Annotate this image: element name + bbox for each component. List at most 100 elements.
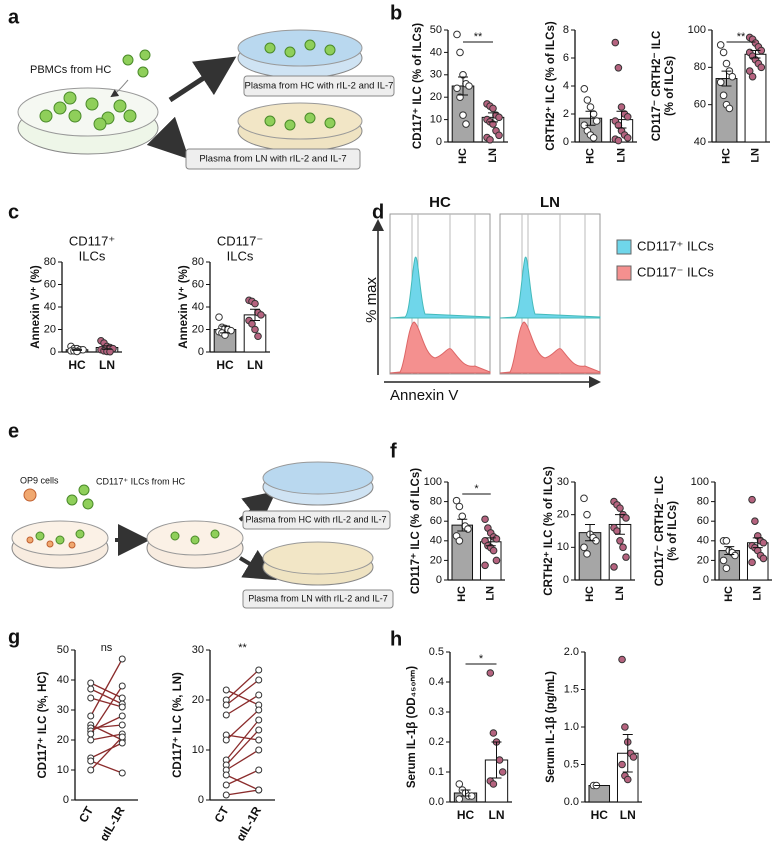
y-tick-label: 0.1 bbox=[429, 766, 444, 778]
data-point bbox=[87, 694, 95, 702]
data-point bbox=[453, 30, 461, 39]
y-tick-label: 20 bbox=[557, 509, 569, 521]
diagram-a: PBMCs from HC Plasma from HC with rIL-2 … bbox=[17, 29, 395, 170]
x-tick-label: αIL-1R bbox=[97, 804, 128, 844]
error-bar bbox=[460, 789, 471, 797]
data-point bbox=[748, 72, 757, 81]
data-point bbox=[489, 729, 498, 737]
y-axis-label: Annexin V⁺ (%) bbox=[30, 265, 42, 349]
x-tick-label: LN bbox=[247, 358, 263, 372]
significance-label: * bbox=[474, 483, 479, 495]
chart-title: CD117⁻ bbox=[217, 233, 263, 248]
error-bar bbox=[615, 514, 625, 535]
data-point bbox=[118, 721, 126, 729]
data-point bbox=[106, 347, 114, 356]
pair-line bbox=[90, 682, 123, 699]
data-point bbox=[722, 59, 731, 68]
chart-title: ILCs bbox=[227, 248, 254, 263]
data-point bbox=[580, 85, 589, 93]
data-point bbox=[611, 38, 620, 47]
error-bar bbox=[585, 523, 595, 542]
error-bar bbox=[724, 546, 735, 556]
diagram-box: Plasma from HC with rIL-2 and IL-7 bbox=[245, 81, 394, 92]
x-tick-label: HC bbox=[720, 148, 732, 164]
data-point bbox=[118, 712, 126, 720]
y-tick-label: 0.3 bbox=[429, 706, 444, 718]
data-point bbox=[622, 553, 630, 561]
data-point bbox=[481, 515, 489, 524]
data-point bbox=[725, 104, 734, 113]
data-point bbox=[759, 538, 768, 547]
y-axis-label: Serum IL-1β (pg/mL) bbox=[545, 671, 557, 783]
data-point bbox=[118, 694, 126, 702]
y-tick-label: 60 bbox=[694, 99, 706, 111]
x-tick-label: HC bbox=[457, 148, 469, 164]
data-point bbox=[623, 134, 632, 142]
data-point bbox=[492, 535, 501, 543]
data-point bbox=[255, 786, 263, 794]
x-tick-label: HC bbox=[591, 808, 609, 822]
data-point bbox=[87, 766, 95, 774]
legend-label: CD117⁻ ILCs bbox=[637, 264, 714, 279]
data-point bbox=[222, 711, 230, 719]
y-tick-label: 8 bbox=[563, 24, 569, 36]
data-point bbox=[215, 313, 223, 321]
data-point bbox=[452, 496, 461, 505]
pair-line bbox=[90, 697, 123, 708]
pair-line bbox=[90, 685, 123, 735]
chart: 40 60 80 100 CD117⁻ CRTH2⁻ ILC (% of ILCs) HC L… bbox=[651, 24, 770, 164]
axis-label: Annexin V bbox=[390, 387, 458, 404]
y-axis-label: CRTH2⁺ ILC (% of ILCs) bbox=[545, 21, 557, 151]
data-point bbox=[118, 682, 126, 690]
data-point bbox=[716, 78, 725, 87]
column-title: LN bbox=[540, 194, 560, 211]
y-tick-label: 10 bbox=[192, 744, 204, 756]
error-bar bbox=[585, 110, 596, 126]
pair-line bbox=[90, 736, 123, 771]
data-point bbox=[489, 780, 498, 788]
data-point bbox=[580, 543, 588, 552]
panel-label: f bbox=[390, 440, 397, 462]
diagram-text: PBMCs from HC bbox=[30, 64, 111, 76]
y-tick-label: 0.5 bbox=[564, 758, 579, 770]
y-tick-label: 1.0 bbox=[564, 721, 579, 733]
histogram-frame bbox=[499, 213, 601, 375]
data-point bbox=[592, 117, 601, 125]
chart: 0 2 4 6 8 CRTH2⁺ ILC (% of ILCs) HC LN bbox=[545, 21, 637, 164]
data-point bbox=[251, 325, 259, 334]
chart-title: CD117⁺ bbox=[69, 233, 115, 248]
y-tick-label: 80 bbox=[44, 256, 56, 268]
chart: 0.0 0.1 0.2 0.3 0.4 0.5 Serum IL-1β (OD₄₅₀ₙₘ) H… bbox=[406, 646, 512, 822]
x-tick-label: CT bbox=[76, 804, 96, 825]
data-point bbox=[257, 311, 265, 319]
data-point bbox=[586, 103, 595, 111]
data-point bbox=[222, 686, 230, 694]
x-tick-label: HC bbox=[584, 586, 596, 602]
diagram-text: OP9 cells bbox=[20, 475, 59, 485]
y-tick-label: 10 bbox=[57, 764, 69, 776]
error-bar bbox=[622, 734, 633, 773]
data-point bbox=[622, 514, 630, 522]
x-tick-label: CT bbox=[211, 804, 231, 825]
y-tick-label: 0.5 bbox=[429, 646, 444, 658]
diagram-box: Plasma from LN with rIL-2 and IL-7 bbox=[199, 154, 346, 165]
y-axis-label: Serum IL-1β (OD₄₅₀ₙₘ) bbox=[406, 666, 418, 788]
pair-line bbox=[90, 658, 123, 717]
x-tick-label: LN bbox=[99, 358, 115, 372]
data-point bbox=[495, 113, 503, 122]
y-tick-label: 30 bbox=[557, 476, 569, 488]
panel-label: b bbox=[390, 2, 402, 24]
y-tick-label: 20 bbox=[697, 554, 709, 566]
data-point bbox=[255, 746, 263, 754]
axis-label: % max bbox=[363, 277, 380, 323]
data-point bbox=[255, 716, 263, 724]
panel-label: g bbox=[8, 626, 20, 648]
data-point bbox=[618, 760, 626, 769]
y-tick-label: 30 bbox=[192, 644, 204, 656]
pair-line bbox=[225, 719, 260, 761]
data-point bbox=[614, 136, 623, 145]
data-point bbox=[455, 502, 464, 511]
data-point bbox=[583, 96, 592, 104]
